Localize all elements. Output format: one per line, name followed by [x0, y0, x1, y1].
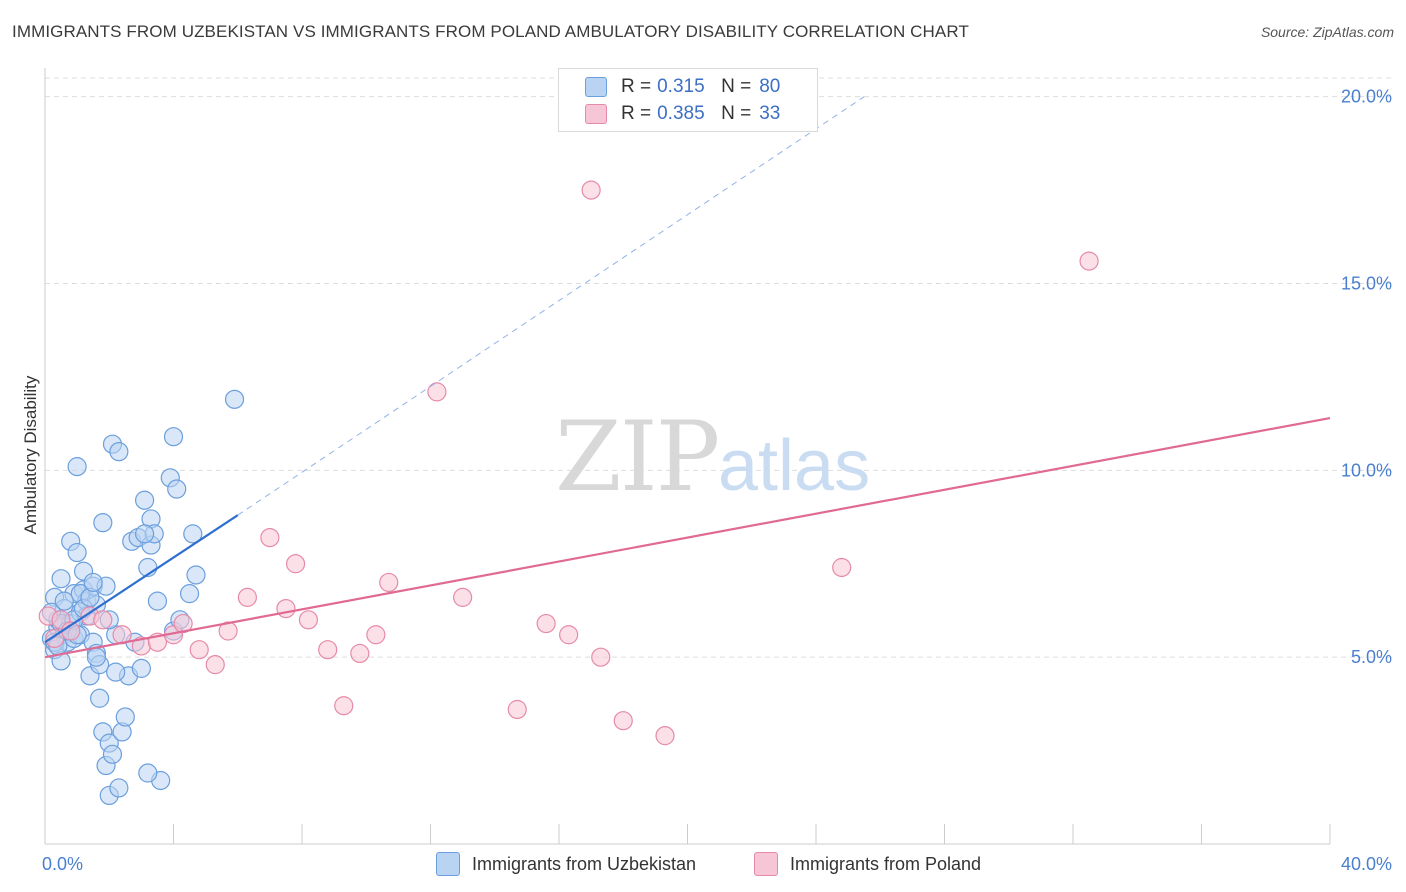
chart-title: IMMIGRANTS FROM UZBEKISTAN VS IMMIGRANTS… — [12, 22, 969, 41]
points-layer — [38, 180, 1099, 806]
point-poland — [559, 625, 579, 645]
point-uzbekistan — [109, 442, 129, 462]
point-uzbekistan — [83, 572, 103, 593]
y-tick-label: 20.0% — [1341, 87, 1392, 107]
ticks-layer: 5.0% 10.0% 15.0% 20.0% 0.0% 40.0% — [42, 87, 1392, 874]
point-uzbekistan — [54, 591, 74, 611]
legend-r-value: 0.315 — [657, 76, 705, 97]
watermark-atlas: atlas — [718, 426, 870, 506]
point-poland — [260, 527, 280, 548]
legend-swatch-poland — [585, 104, 607, 124]
point-poland — [613, 711, 633, 731]
legend-r-label: R = — [621, 103, 652, 124]
legend: R = 0.315 N = 80 R = 0.385 N = 33 — [558, 68, 818, 132]
point-uzbekistan — [134, 490, 155, 510]
point-uzbekistan — [90, 688, 110, 708]
point-uzbekistan — [138, 763, 158, 783]
axes-layer — [44, 68, 1331, 845]
point-uzbekistan — [51, 569, 71, 589]
point-poland — [93, 610, 113, 630]
y-tick-label: 15.0% — [1341, 274, 1392, 294]
point-poland — [581, 180, 601, 200]
bottom-legend-label-poland: Immigrants from Poland — [790, 853, 982, 874]
point-poland — [427, 382, 447, 402]
point-uzbekistan — [224, 389, 245, 409]
legend-n-label: N = — [721, 76, 752, 97]
point-uzbekistan — [67, 457, 87, 477]
point-uzbekistan — [67, 542, 87, 563]
x-tick-label: 40.0% — [1341, 854, 1392, 874]
point-poland — [366, 625, 386, 645]
point-uzbekistan — [102, 744, 123, 764]
point-poland — [205, 655, 225, 675]
point-poland — [318, 640, 338, 660]
trend-line-uzbekistan — [44, 514, 239, 644]
point-poland — [334, 696, 354, 716]
bottom-legend-poland: Immigrants from Poland — [754, 852, 981, 876]
legend-r-value: 0.385 — [657, 103, 705, 124]
y-tick-label: 5.0% — [1351, 647, 1392, 667]
x-tick-label: 0.0% — [42, 854, 83, 874]
legend-r-label: R = — [621, 76, 652, 97]
point-uzbekistan — [163, 427, 184, 447]
legend-n-label: N = — [721, 103, 752, 124]
legend-n-value: 33 — [759, 103, 781, 124]
point-poland — [453, 587, 473, 607]
grid-layer — [45, 77, 1392, 658]
point-poland — [237, 587, 257, 607]
legend-row-uzbekistan: R = 0.315 N = 80 — [585, 74, 780, 100]
point-poland — [832, 557, 852, 578]
point-uzbekistan — [167, 479, 187, 499]
point-poland — [655, 726, 675, 746]
point-uzbekistan — [86, 647, 107, 667]
trend-layer — [44, 96, 1331, 659]
point-poland — [379, 572, 399, 593]
point-uzbekistan — [179, 584, 200, 604]
bottom-legend-swatch-poland — [754, 852, 778, 876]
point-poland — [298, 610, 319, 630]
trend-extension-uzbekistan — [237, 96, 865, 516]
legend-row-poland: R = 0.385 N = 33 — [585, 101, 780, 127]
point-uzbekistan — [186, 565, 206, 585]
legend-swatch-uzbekistan — [585, 77, 607, 97]
legend-n-value: 80 — [759, 76, 781, 97]
source-credit: Source: ZipAtlas.com — [1260, 24, 1394, 40]
point-poland — [1079, 251, 1099, 271]
y-axis-label: Ambulatory Disability — [21, 375, 40, 534]
point-poland — [276, 598, 296, 619]
bottom-legend-swatch-uzbekistan — [436, 852, 460, 876]
trend-line-poland — [44, 416, 1331, 659]
point-uzbekistan — [93, 513, 113, 533]
point-uzbekistan — [183, 524, 203, 544]
watermark: ZIP atlas — [555, 401, 870, 513]
point-uzbekistan — [147, 591, 168, 611]
point-poland — [507, 699, 527, 720]
point-uzbekistan — [109, 778, 129, 798]
point-uzbekistan — [134, 524, 155, 544]
point-poland — [591, 647, 611, 667]
watermark-zip: ZIP — [555, 401, 718, 513]
point-uzbekistan — [106, 662, 126, 682]
bottom-legend-label-uzbekistan: Immigrants from Uzbekistan — [472, 853, 697, 874]
bottom-legend-uzbekistan: Immigrants from Uzbekistan — [436, 852, 696, 876]
point-poland — [189, 640, 209, 660]
point-uzbekistan — [115, 707, 135, 727]
point-poland — [536, 613, 556, 634]
point-poland — [350, 643, 370, 664]
point-poland — [285, 554, 306, 574]
y-tick-label: 10.0% — [1341, 460, 1392, 480]
point-uzbekistan — [131, 658, 151, 678]
